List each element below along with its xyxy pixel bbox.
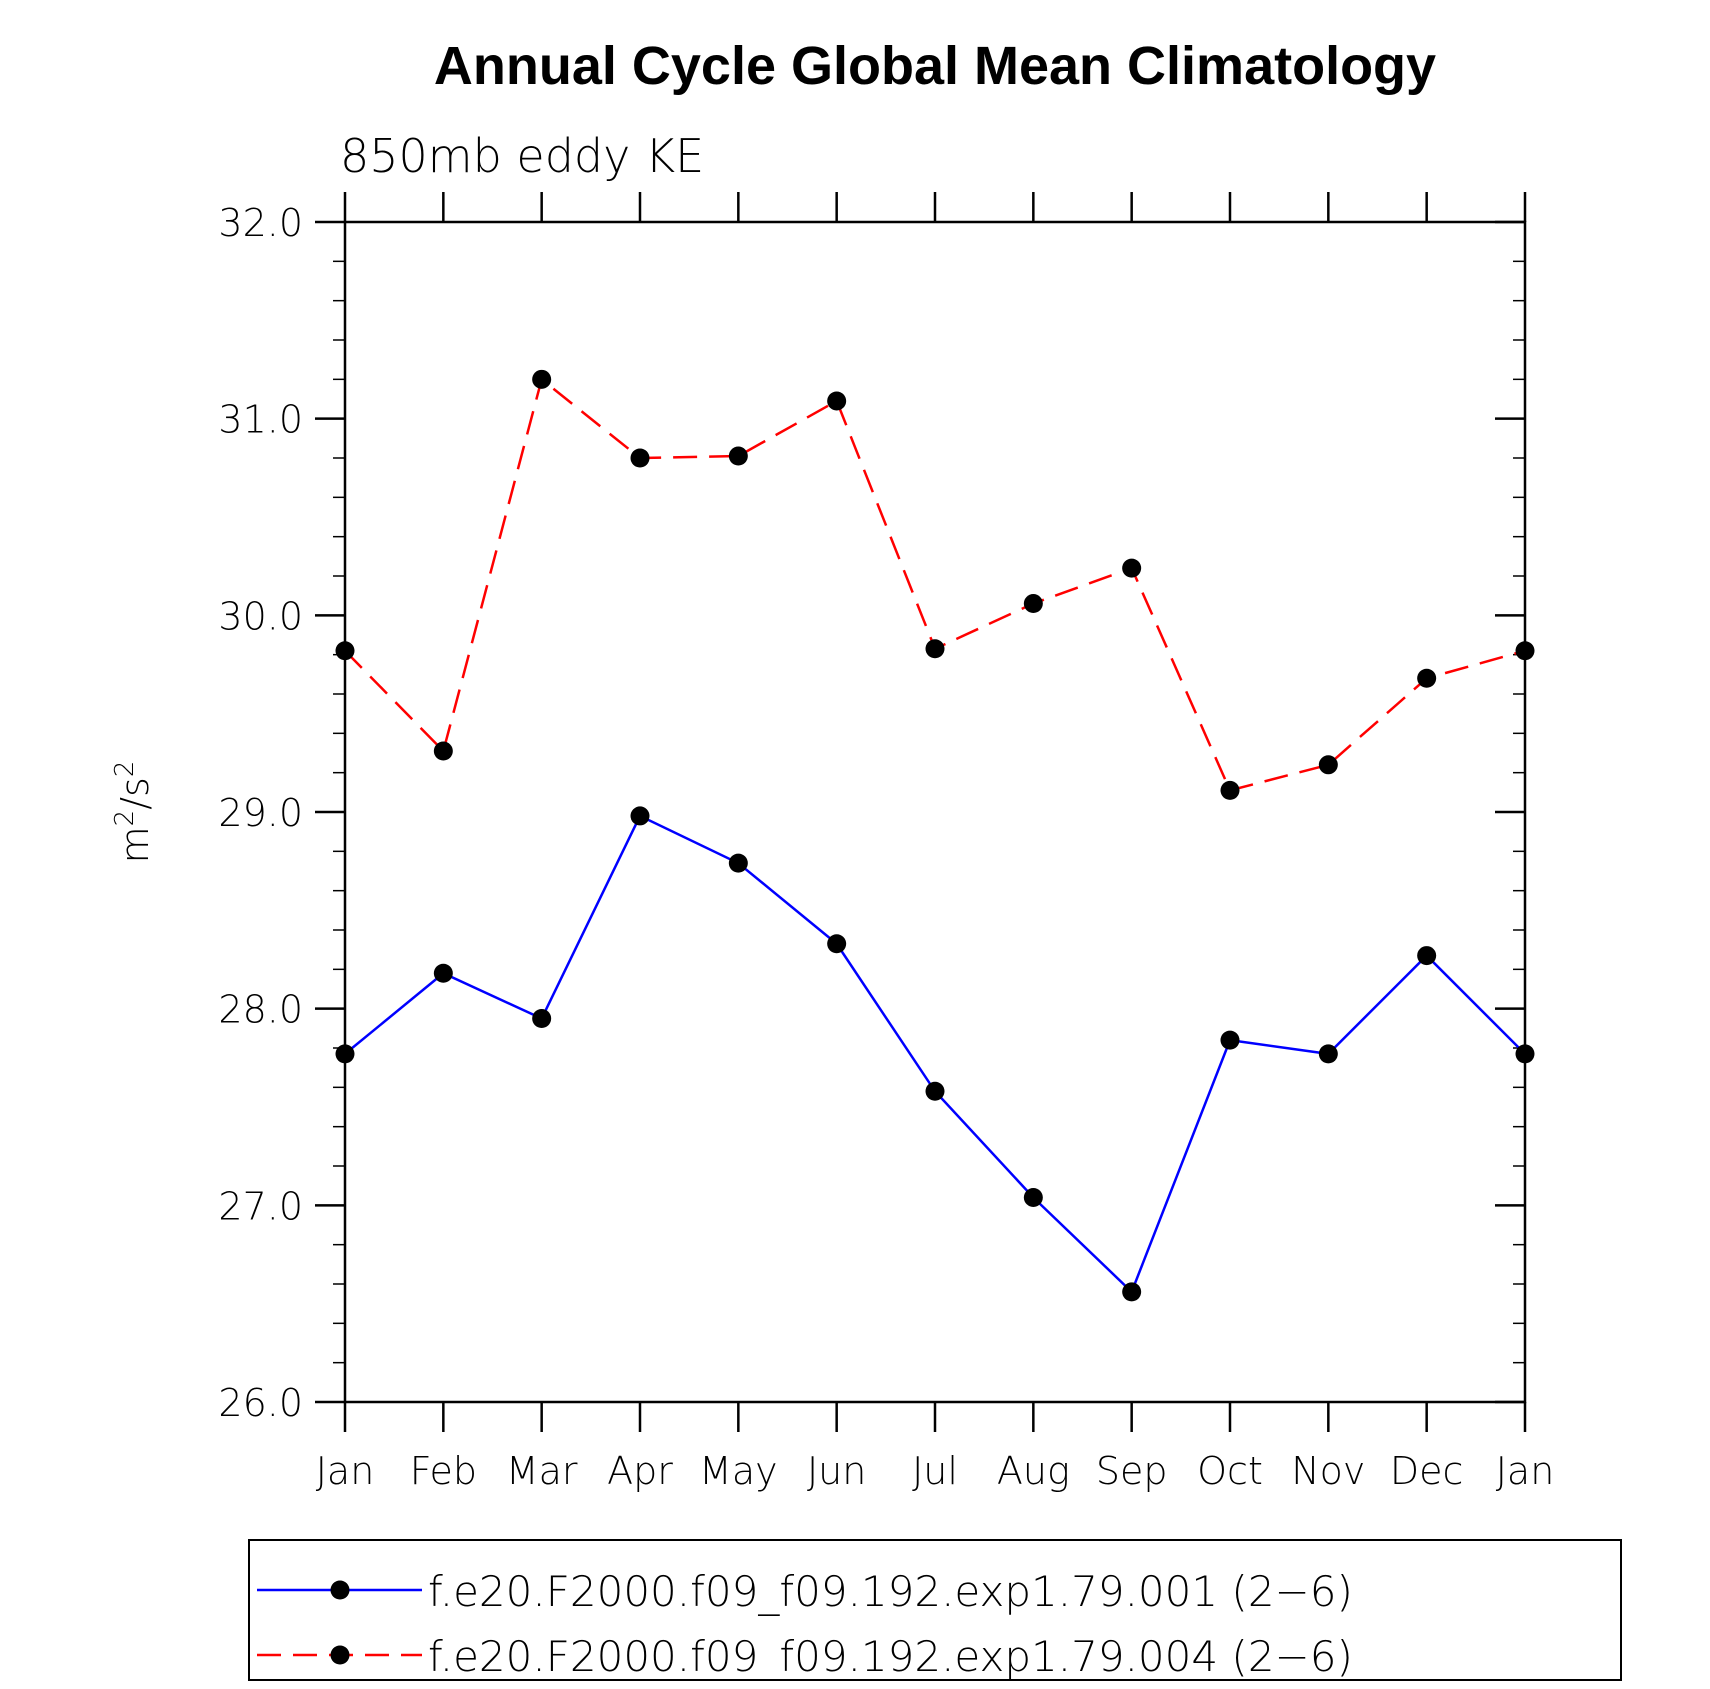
- y-tick-label: 28.0: [218, 988, 303, 1032]
- data-point: [335, 1044, 355, 1064]
- data-point: [1023, 1187, 1043, 1207]
- x-tick-label: Apr: [607, 1449, 673, 1493]
- x-tick-label: Jul: [912, 1449, 958, 1493]
- legend-marker-2: [330, 1645, 350, 1665]
- y-tick-label: 30.0: [218, 594, 303, 638]
- x-tick-label: Jan: [316, 1449, 375, 1493]
- data-point: [1220, 1030, 1240, 1050]
- y-tick-labels: 26.0 27.0 28.0 29.0 30.0 31.0 32.0: [218, 201, 303, 1425]
- chart-title: Annual Cycle Global Mean Climatology: [434, 36, 1436, 96]
- data-point: [532, 369, 552, 389]
- series-layer: [335, 369, 1535, 1302]
- y-axis-ticks: [315, 220, 1525, 1404]
- x-tick-label: Nov: [1291, 1449, 1365, 1493]
- legend-marker-1: [330, 1580, 350, 1600]
- data-point: [925, 639, 945, 659]
- data-point: [630, 806, 650, 826]
- data-point: [1220, 780, 1240, 800]
- x-tick-label: Feb: [410, 1449, 477, 1493]
- plot-frame: [343, 220, 1527, 1404]
- x-tick-label: May: [699, 1449, 778, 1493]
- chart-subtitle: 850mb eddy KE: [340, 129, 704, 183]
- y-tick-label: 26.0: [218, 1381, 303, 1425]
- series-line-2: [344, 377, 1526, 792]
- x-tick-label: Jun: [807, 1449, 866, 1493]
- y-tick-label: 29.0: [218, 791, 303, 835]
- data-point: [1417, 668, 1437, 688]
- y-axis-label: m2/s2: [110, 761, 157, 864]
- data-point: [1318, 1044, 1338, 1064]
- data-point: [630, 448, 650, 468]
- x-tick-label: Aug: [997, 1449, 1070, 1493]
- legend-box: [248, 1539, 1622, 1681]
- legend-label-1: f.e20.F2000.f09_f09.192.exp1.79.001 (2−6…: [428, 1567, 1353, 1616]
- data-point: [827, 934, 847, 954]
- data-point: [728, 853, 748, 873]
- legend: f.e20.F2000.f09_f09.192.exp1.79.001 (2−6…: [257, 1567, 1353, 1681]
- data-point: [1515, 641, 1535, 661]
- data-point: [433, 741, 453, 761]
- x-tick-label: Dec: [1390, 1449, 1464, 1493]
- data-point: [1515, 1044, 1535, 1064]
- data-point: [1417, 946, 1437, 966]
- y-tick-label: 27.0: [218, 1184, 303, 1228]
- x-tick-label: Mar: [506, 1449, 578, 1493]
- y-tick-label: 32.0: [218, 201, 303, 245]
- x-tick-label: Jan: [1496, 1449, 1555, 1493]
- x-tick-label: Sep: [1096, 1449, 1168, 1493]
- y-tick-label: 31.0: [218, 398, 303, 442]
- series-line-1: [344, 814, 1526, 1295]
- x-tick-label: Oct: [1197, 1449, 1263, 1493]
- data-point: [1023, 594, 1043, 614]
- data-point: [1318, 755, 1338, 775]
- data-point: [1122, 558, 1142, 578]
- data-point: [728, 446, 748, 466]
- data-point: [335, 641, 355, 661]
- data-point: [925, 1081, 945, 1101]
- data-point: [1122, 1282, 1142, 1302]
- data-point: [532, 1009, 552, 1028]
- data-point: [827, 391, 847, 411]
- data-point: [433, 963, 453, 983]
- x-axis-ticks: [343, 192, 1527, 1432]
- legend-label-2: f.e20.F2000.f09_f09.192.exp1.79.004 (2−6…: [428, 1632, 1353, 1681]
- x-tick-labels: Jan Feb Mar Apr May Jun Jul Aug Sep Oct Nov Dec Jan: [316, 1449, 1555, 1493]
